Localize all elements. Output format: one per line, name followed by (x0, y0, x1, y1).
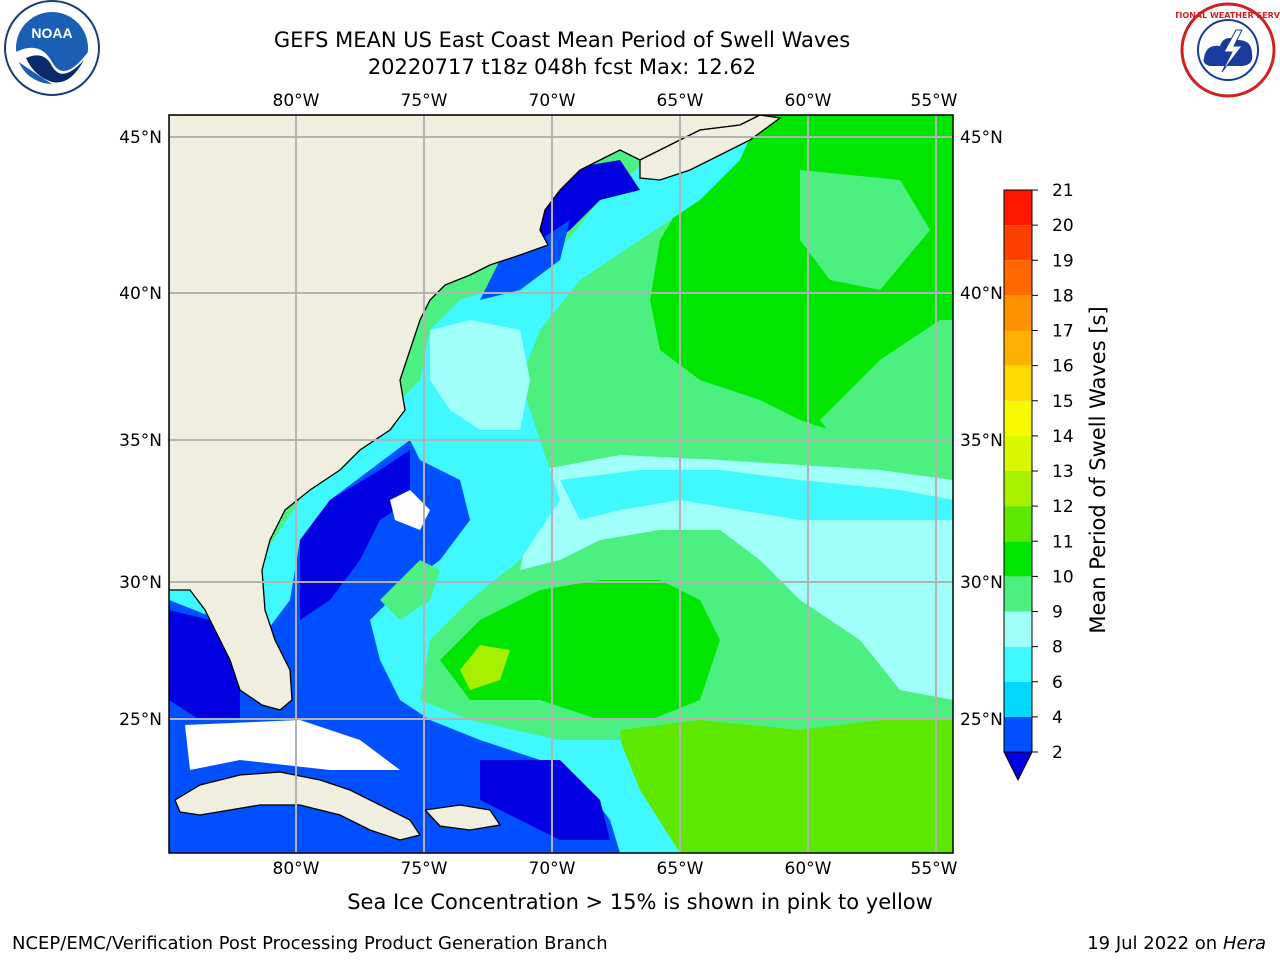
lat-label-right: 45°N (960, 128, 1003, 148)
chart-subtitle: 20220717 t18z 048h fcst Max: 12.62 (367, 55, 757, 79)
lon-label-top: 65°W (657, 91, 704, 111)
swell-zone-9-10s-east (820, 320, 953, 470)
colorbar-tick-label: 20 (1052, 216, 1074, 236)
noaa-logo: NOAA (4, 0, 100, 96)
lat-label-right: 35°N (960, 431, 1003, 451)
colorbar-tick-label: 15 (1052, 392, 1074, 412)
colorbar-segment (1004, 576, 1032, 612)
swell-zone-12-13s (460, 645, 510, 690)
lon-label-bottom: 75°W (401, 859, 448, 879)
colorbar-segment (1004, 646, 1032, 682)
colorbar-tick-label: 13 (1052, 462, 1074, 482)
colorbar-segment (1004, 400, 1032, 436)
lon-label-bottom: 60°W (785, 859, 832, 879)
map-frame (168, 114, 954, 854)
lat-label-right: 40°N (960, 284, 1003, 304)
lat-label-left: 35°N (119, 431, 162, 451)
swell-zone-9-10s-pocket (800, 170, 930, 290)
svg-text:NOAA: NOAA (31, 25, 72, 41)
colorbar-extend-arrow (1003, 751, 1033, 782)
colorbar-tick-label: 2 (1052, 743, 1063, 763)
swell-zone-10-11s-south (440, 580, 720, 720)
nova-scotia-land (639, 115, 782, 181)
colorbar-tick-label: 12 (1052, 497, 1074, 517)
colorbar-segment (1004, 506, 1032, 542)
sea-ice-note-text: Sea Ice Concentration > 15% is shown in … (347, 890, 933, 914)
colorbar-segment (1004, 681, 1032, 717)
lon-label-top: 80°W (273, 91, 320, 111)
lon-label-bottom: 55°W (911, 859, 958, 879)
chart-title: GEFS MEAN US East Coast Mean Period of S… (273, 28, 851, 52)
footer-credit: NCEP/EMC/Verification Post Processing Pr… (12, 933, 608, 954)
colorbar-segment (1004, 541, 1032, 577)
swell-zone-6-8s-band (560, 470, 953, 520)
colorbar-segment (1004, 190, 1032, 226)
lat-label-left: 30°N (119, 573, 162, 593)
colorbar-tick-label: 14 (1052, 427, 1074, 447)
lon-label-top: 60°W (785, 91, 832, 111)
colorbar-tick-label: 4 (1052, 708, 1063, 728)
lon-label-bottom: 80°W (273, 859, 320, 879)
lon-label-top: 70°W (529, 91, 576, 111)
colorbar-tick-label: 18 (1052, 286, 1074, 306)
colorbar-tick-label: 21 (1052, 181, 1074, 201)
swell-zone-8-9s-shelf (430, 320, 530, 430)
lat-label-left: 45°N (119, 128, 162, 148)
swell-zone-under-2s-caribbean (480, 760, 610, 840)
colorbar-tick-label: 19 (1052, 251, 1074, 271)
colorbar-tick-label: 6 (1052, 673, 1063, 693)
graticule (169, 115, 953, 853)
swell-zone-under-2s (300, 450, 410, 620)
colorbar-segment (1004, 611, 1032, 647)
lon-label-top: 55°W (911, 91, 958, 111)
swell-zone-11-12s-southeast (620, 720, 953, 853)
lon-label-bottom: 65°W (657, 859, 704, 879)
nws-logo: NATIONAL WEATHER SERVICE (1176, 2, 1280, 98)
colorbar-tick-label: 16 (1052, 357, 1074, 377)
lon-label-bottom: 70°W (529, 859, 576, 879)
colorbar-segment (1004, 260, 1032, 296)
map-plot-area (169, 115, 953, 853)
footer-date-text: 19 Jul 2022 on (1087, 933, 1223, 954)
colorbar: 2 4 6 8 9 10 11 12 13 14 15 16 17 18 19 20 21 (1003, 181, 1074, 782)
svg-text:NATIONAL WEATHER SERVICE: NATIONAL WEATHER SERVICE (1176, 11, 1280, 20)
colorbar-segment (1004, 471, 1032, 507)
lat-label-right: 25°N (960, 710, 1003, 730)
sea-ice-note: Sea Ice Concentration > 15% is shown in … (0, 890, 1280, 914)
colorbar-segment (1004, 225, 1032, 261)
cuba-land (174, 771, 422, 841)
missing-data-bahamas (390, 490, 430, 530)
colorbar-tick-label: 9 (1052, 603, 1063, 623)
lat-label-right: 30°N (960, 573, 1003, 593)
lat-label-left: 25°N (119, 710, 162, 730)
colorbar-tick-label: 10 (1052, 567, 1074, 587)
swell-zone-2-4s-gulf-of-maine (480, 220, 570, 300)
north-america-land (169, 115, 761, 711)
colorbar-segment (1004, 716, 1032, 752)
missing-data-south (185, 720, 400, 770)
swell-zone-under-2s-north (520, 160, 640, 250)
lon-label-top: 75°W (401, 91, 448, 111)
hispaniola-land (423, 804, 502, 831)
colorbar-segment (1004, 365, 1032, 401)
colorbar-tick-label: 17 (1052, 322, 1074, 342)
colorbar-tick-label: 11 (1052, 532, 1074, 552)
lat-label-left: 40°N (119, 284, 162, 304)
colorbar-segment (1004, 330, 1032, 366)
colorbar-tick-label: 8 (1052, 638, 1063, 658)
footer-machine: Hera (1222, 933, 1266, 954)
colorbar-segment (1004, 435, 1032, 471)
colorbar-segment (1004, 295, 1032, 331)
footer-date: 19 Jul 2022 on Hera (1087, 933, 1266, 954)
colorbar-label: Mean Period of Swell Waves [s] (1086, 306, 1110, 633)
